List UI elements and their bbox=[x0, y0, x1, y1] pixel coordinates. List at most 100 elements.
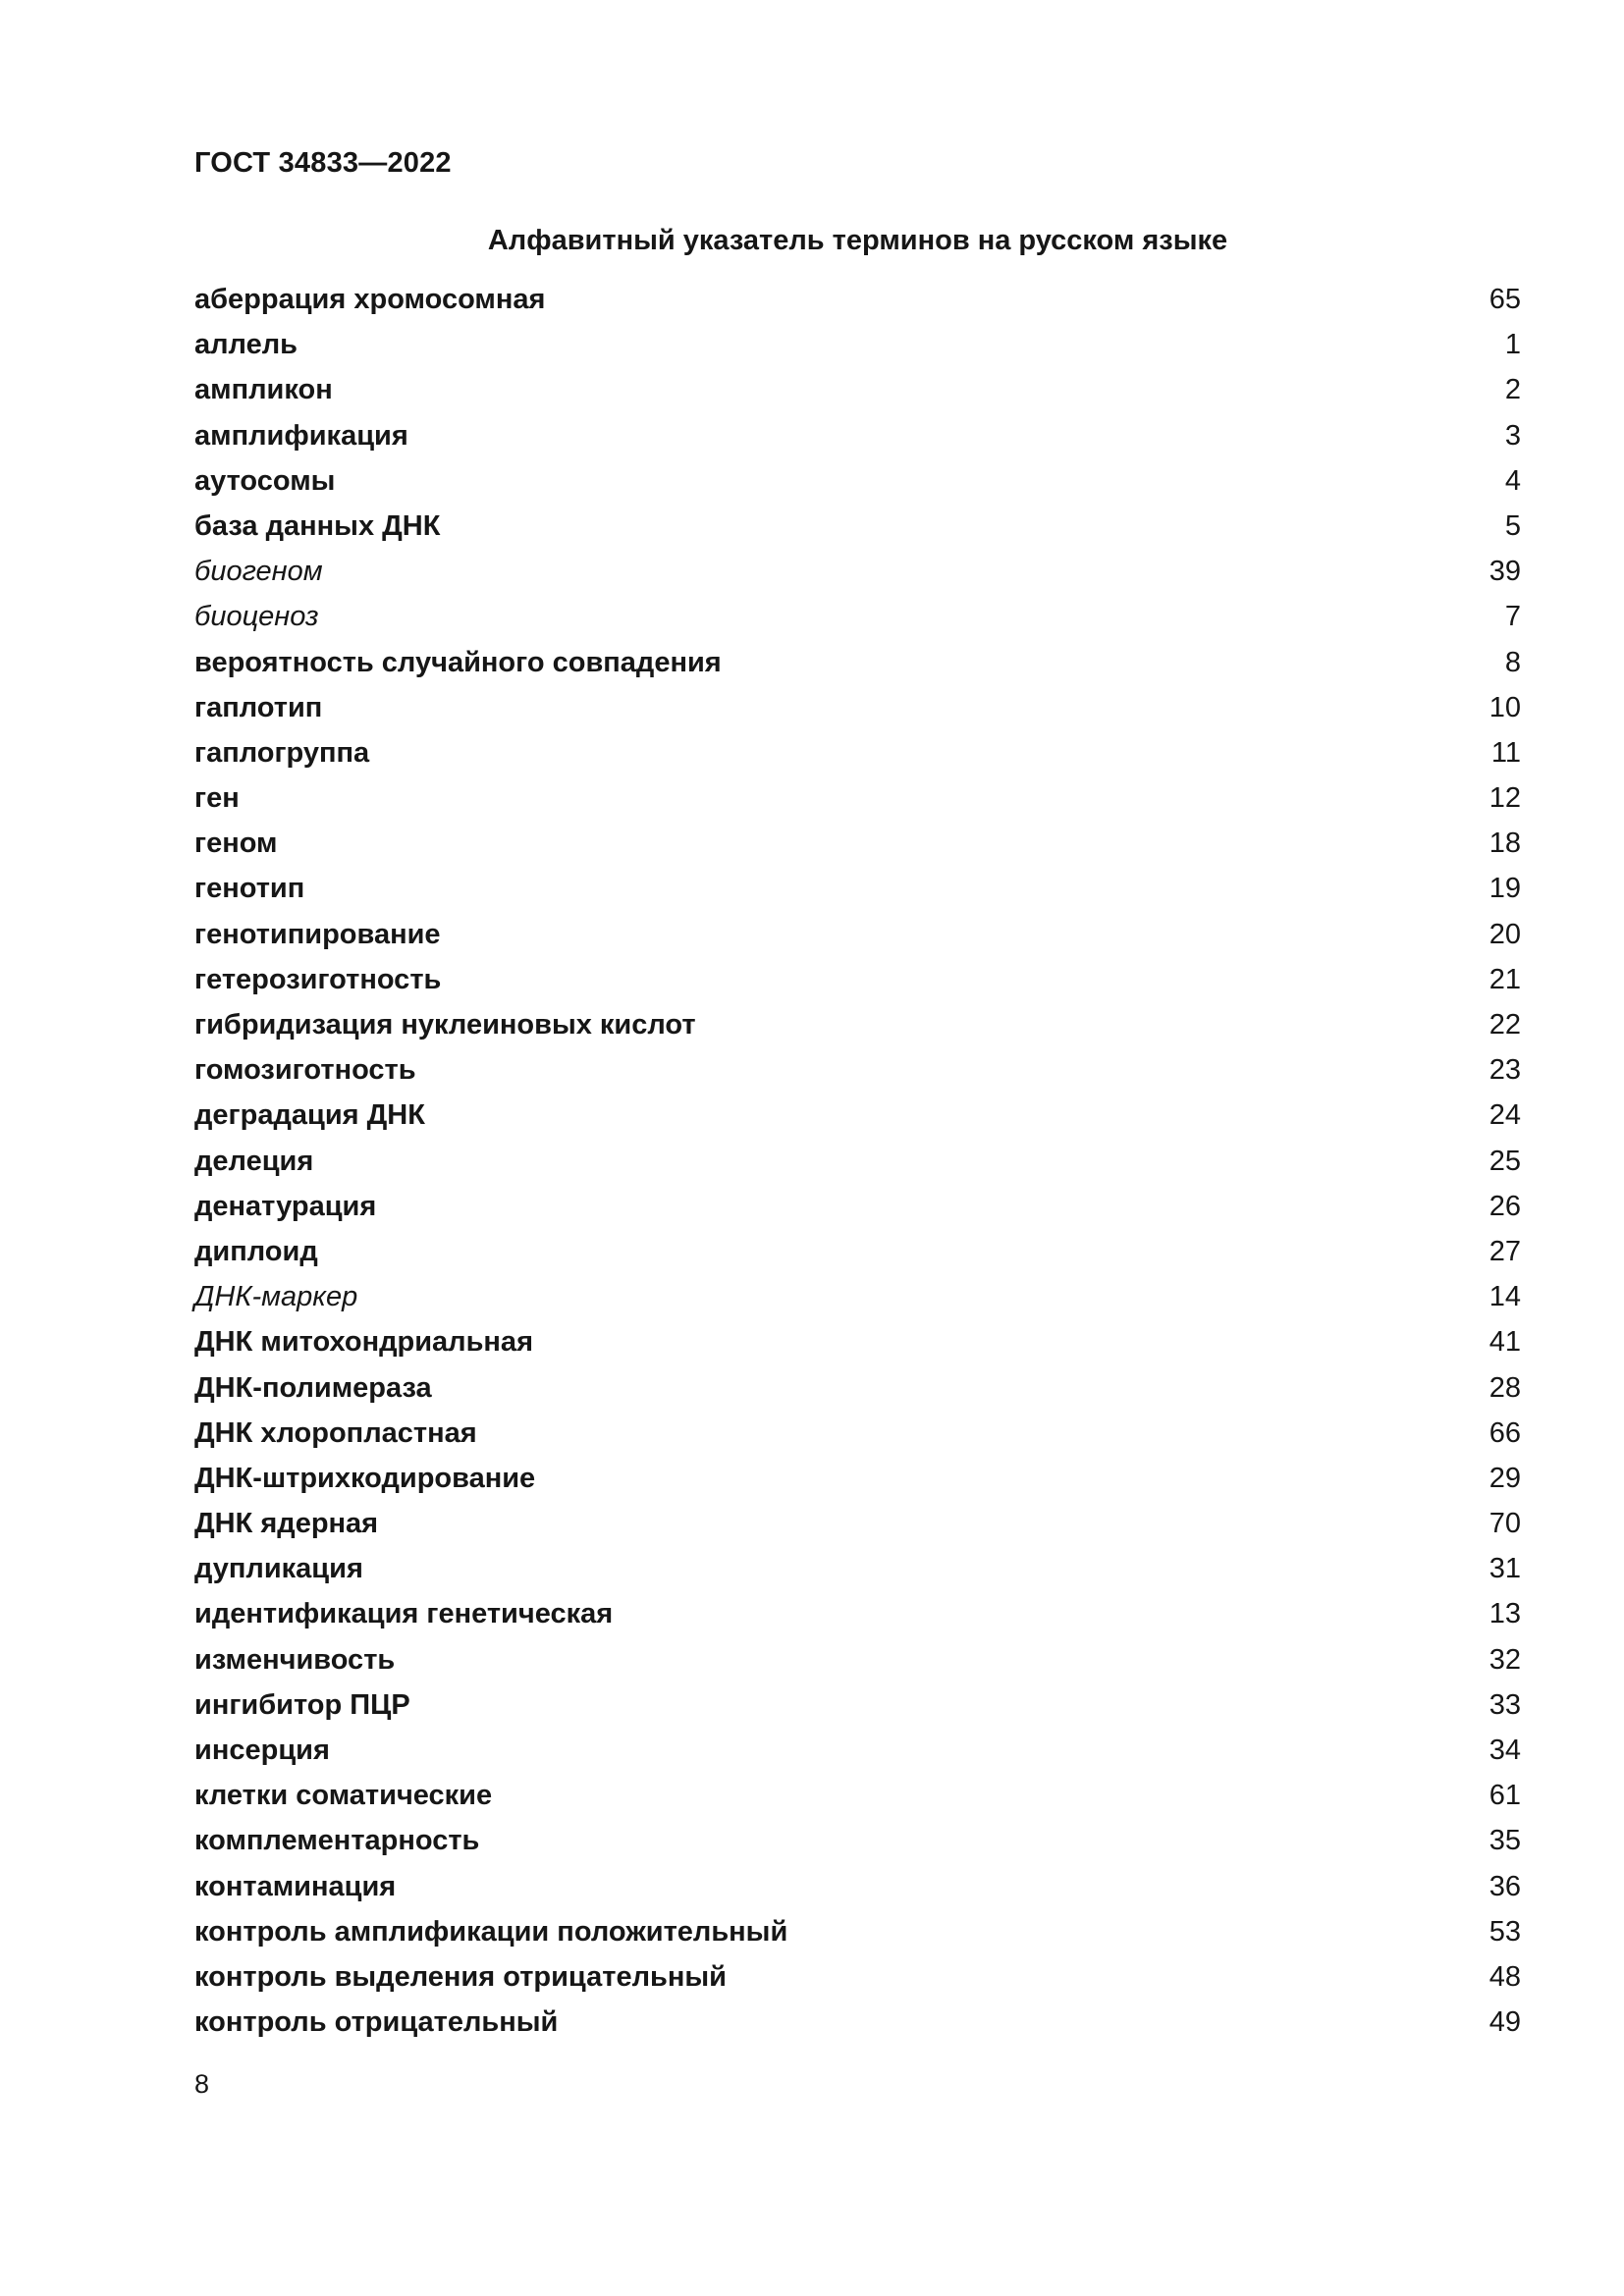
index-term: гомозиготность bbox=[194, 1054, 416, 1087]
index-term-number: 28 bbox=[1489, 1371, 1521, 1404]
index-term-number: 1 bbox=[1504, 329, 1521, 361]
page-title: Алфавитный указатель терминов на русском… bbox=[487, 225, 1228, 256]
index-term: биоценоз bbox=[194, 601, 319, 633]
index-entry: биоценоз 7 bbox=[194, 601, 1521, 646]
index-entry: гаплотип 10 bbox=[194, 692, 1521, 737]
index-entry: вероятность случайного совпадения 8 bbox=[194, 647, 1521, 692]
index-entry: амплификация 3 bbox=[194, 420, 1521, 465]
index-term-number: 12 bbox=[1489, 782, 1521, 815]
index-term-number: 39 bbox=[1489, 556, 1521, 588]
index-entry: дупликация 31 bbox=[194, 1553, 1521, 1598]
index-term-number: 19 bbox=[1489, 873, 1521, 905]
index-term-number: 8 bbox=[1504, 646, 1521, 678]
index-entry: геном 18 bbox=[194, 828, 1521, 873]
index-term: ДНК-полимераза bbox=[194, 1371, 432, 1404]
index-term: геном bbox=[194, 828, 278, 860]
index-entry: изменчивость 32 bbox=[194, 1644, 1521, 1689]
index-term: биогеном bbox=[194, 556, 323, 588]
index-term-number: 18 bbox=[1489, 828, 1521, 860]
index-term-number: 70 bbox=[1489, 1508, 1521, 1540]
index-entry: генотип 19 bbox=[194, 873, 1521, 918]
index-term: инсерция bbox=[194, 1735, 330, 1766]
index-term-number: 21 bbox=[1489, 963, 1521, 995]
index-term: гаплогруппа bbox=[194, 736, 370, 769]
index-term: контроль амплификации положительный bbox=[194, 1915, 788, 1948]
index-entry: база данных ДНК 5 bbox=[194, 510, 1521, 556]
index-term: аутосомы bbox=[194, 464, 336, 497]
index-term: контроль отрицательный bbox=[194, 2006, 559, 2039]
index-term: вероятность случайного совпадения bbox=[194, 646, 722, 678]
index-term-number: 48 bbox=[1489, 1960, 1521, 1993]
index-term-number: 53 bbox=[1489, 1915, 1521, 1948]
index-term-number: 61 bbox=[1489, 1780, 1521, 1812]
index-term: изменчивость bbox=[194, 1643, 396, 1676]
index-entry: контроль отрицательный 49 bbox=[194, 2006, 1521, 2052]
index-term: контроль выделения отрицательный bbox=[194, 1960, 727, 1993]
index-term: генотип bbox=[194, 873, 305, 905]
index-term-number: 34 bbox=[1489, 1735, 1521, 1766]
index-entry: контаминация 36 bbox=[194, 1871, 1521, 1916]
index-entry: гомозиготность 23 bbox=[194, 1054, 1521, 1099]
index-term-number: 24 bbox=[1489, 1099, 1521, 1132]
index-term-number: 2 bbox=[1504, 374, 1521, 406]
index-entry: деградация ДНК 24 bbox=[194, 1099, 1521, 1145]
index-entry: идентификация генетическая 13 bbox=[194, 1598, 1521, 1643]
index-entry: гибридизация нуклеиновых кислот 22 bbox=[194, 1009, 1521, 1054]
index-entry: ингибитор ПЦР 33 bbox=[194, 1689, 1521, 1735]
document-standard-number: ГОСТ 34833—2022 bbox=[194, 147, 452, 179]
index-term: генотипирование bbox=[194, 918, 441, 950]
index-term: ДНК хлоропластная bbox=[194, 1416, 477, 1449]
index-term-number: 20 bbox=[1489, 918, 1521, 950]
index-entry: биогеном 39 bbox=[194, 556, 1521, 601]
index-term: аллель bbox=[194, 329, 298, 361]
index-term-number: 35 bbox=[1489, 1825, 1521, 1857]
index-term: гаплотип bbox=[194, 691, 323, 723]
index-term: контаминация bbox=[194, 1870, 397, 1902]
index-term: деградация ДНК bbox=[194, 1099, 425, 1132]
index-term-number: 22 bbox=[1489, 1009, 1521, 1041]
index-entry: гаплогруппа 11 bbox=[194, 737, 1521, 782]
index-entry: ДНК ядерная 70 bbox=[194, 1508, 1521, 1553]
index-entry: контроль амплификации положительный 53 bbox=[194, 1916, 1521, 1961]
index-term: комплементарность bbox=[194, 1825, 480, 1857]
index-term-number: 66 bbox=[1489, 1416, 1521, 1449]
index-term: ампликон bbox=[194, 374, 333, 406]
index-term: денатурация bbox=[194, 1190, 377, 1222]
index-term-number: 33 bbox=[1489, 1688, 1521, 1721]
index-entry: ДНК-штрихкодирование 29 bbox=[194, 1463, 1521, 1508]
index-term-number: 11 bbox=[1490, 736, 1521, 769]
index-term: клетки соматические bbox=[194, 1780, 493, 1812]
index-term-number: 41 bbox=[1489, 1326, 1521, 1359]
page-number: 8 bbox=[194, 2069, 210, 2099]
index-entry: генотипирование 20 bbox=[194, 919, 1521, 964]
index-entry: ген 12 bbox=[194, 782, 1521, 828]
index-entry: гетерозиготность 21 bbox=[194, 964, 1521, 1009]
index-term: идентификация генетическая bbox=[194, 1598, 614, 1630]
index-entry: инсерция 34 bbox=[194, 1735, 1521, 1780]
index-entry: ДНК хлоропластная 66 bbox=[194, 1417, 1521, 1463]
index-entry: аберрация хромосомная 65 bbox=[194, 284, 1521, 329]
index-term-number: 25 bbox=[1489, 1145, 1521, 1177]
index-term-number: 14 bbox=[1489, 1281, 1521, 1313]
index-term: амплификация bbox=[194, 419, 408, 452]
index-term-number: 31 bbox=[1489, 1553, 1521, 1585]
index-term-number: 29 bbox=[1489, 1462, 1521, 1494]
index-term: дупликация bbox=[194, 1553, 363, 1585]
index-term-number: 65 bbox=[1489, 284, 1521, 315]
index-entry: делеция 25 bbox=[194, 1146, 1521, 1191]
index-term: база данных ДНК bbox=[194, 509, 441, 542]
index-term-number: 32 bbox=[1489, 1643, 1521, 1676]
index-entry: аутосомы 4 bbox=[194, 465, 1521, 510]
index-term: ДНК-маркер bbox=[194, 1281, 358, 1313]
index-term-number: 13 bbox=[1489, 1598, 1521, 1630]
index-term-number: 36 bbox=[1489, 1870, 1521, 1902]
index-term: диплоид bbox=[194, 1235, 318, 1267]
index-term: аберрация хромосомная bbox=[194, 284, 546, 315]
index-term-number: 7 bbox=[1504, 601, 1521, 633]
index-entry: ампликон 2 bbox=[194, 374, 1521, 419]
index-entry: ДНК митохондриальная 41 bbox=[194, 1326, 1521, 1371]
index-entry: контроль выделения отрицательный 48 bbox=[194, 1961, 1521, 2006]
index-term-number: 27 bbox=[1489, 1235, 1521, 1267]
index-term-number: 23 bbox=[1489, 1054, 1521, 1087]
index-term-number: 10 bbox=[1489, 691, 1521, 723]
